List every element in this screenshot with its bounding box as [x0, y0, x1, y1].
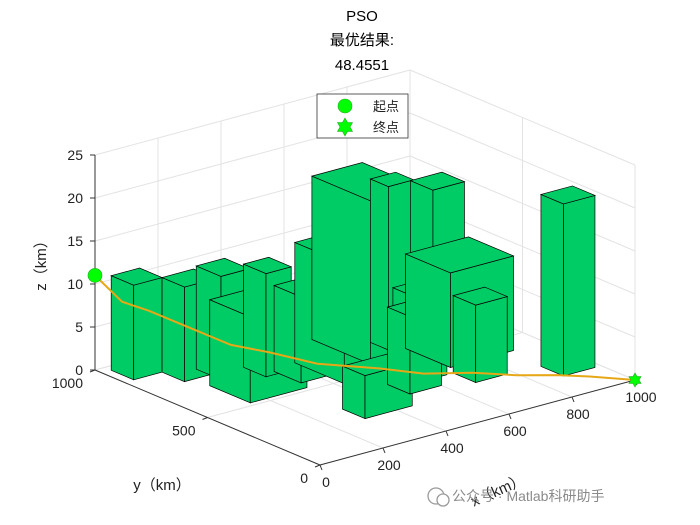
y-tick-label: 0	[300, 470, 308, 486]
legend: 起点 终点	[316, 93, 409, 139]
x-tick	[445, 430, 449, 437]
y-tick	[314, 464, 321, 468]
y-axis-label: y（km）	[133, 477, 191, 494]
watermark: 公众号 · Matlab科研助手	[427, 487, 604, 507]
grid-line	[94, 69, 411, 156]
building-front-face	[563, 194, 596, 377]
z-tick-label: 0	[75, 362, 83, 378]
building-side-face	[540, 193, 564, 377]
building	[452, 286, 509, 384]
building-top-face	[110, 267, 164, 286]
building-side-face	[243, 263, 267, 378]
legend-end-label: 终点	[373, 120, 399, 135]
chart-result: 48.4551	[335, 57, 389, 74]
z-tick-label: 20	[67, 190, 83, 206]
legend-start-label: 起点	[373, 99, 399, 114]
y-tick-label: 1000	[52, 375, 83, 391]
x-tick	[571, 396, 575, 403]
building	[539, 185, 597, 377]
chart-title: PSO	[346, 8, 378, 25]
grid-line	[409, 112, 636, 209]
building-side-face	[452, 295, 477, 384]
z-axis-label: z（km）	[33, 233, 50, 291]
x-tick-label: 0	[322, 474, 330, 490]
legend-end-marker	[336, 117, 354, 137]
x-tick-label: 1000	[625, 389, 656, 405]
building-top-face	[242, 256, 293, 274]
building-side-face	[110, 275, 135, 381]
grid-line	[409, 69, 636, 166]
z-tick-label: 10	[67, 276, 83, 292]
start-marker	[87, 268, 103, 283]
chart-subtitle: 最优结果:	[330, 32, 394, 49]
x-tick	[382, 447, 386, 454]
building-side-face	[311, 175, 371, 365]
x-tick	[508, 413, 512, 420]
grid-line	[409, 155, 636, 252]
flight-path	[94, 274, 636, 381]
building-top-face	[369, 171, 415, 187]
z-tick-label: 15	[67, 233, 83, 249]
x-tick-label: 200	[377, 457, 401, 473]
legend-start-marker	[337, 98, 353, 114]
building-top-face	[452, 286, 509, 306]
path-layer	[87, 268, 642, 388]
building-top-face	[195, 257, 251, 277]
building-top-face	[409, 171, 466, 191]
watermark-text: 公众号 · Matlab科研助手	[452, 488, 604, 504]
x-tick-label: 400	[440, 440, 464, 456]
buildings-layer	[110, 162, 597, 420]
y-tick-label: 500	[172, 423, 196, 439]
building-top-face	[404, 236, 515, 274]
building-front-face	[475, 296, 508, 383]
x-axis-line	[319, 379, 636, 466]
building-side-face	[370, 178, 389, 351]
building-top-face	[539, 185, 597, 205]
x-tick-label: 600	[503, 423, 527, 439]
building-side-face	[405, 253, 451, 369]
z-tick-label: 25	[67, 147, 83, 163]
building-side-face	[161, 277, 185, 383]
x-tick	[319, 464, 323, 471]
y-tick	[202, 417, 208, 420]
x-tick-label: 800	[566, 406, 590, 422]
wechat-icon-inner	[436, 493, 450, 507]
end-marker	[628, 372, 642, 388]
legend-box	[316, 93, 409, 139]
z-tick-label: 5	[75, 319, 83, 335]
building	[110, 267, 164, 381]
building-front-face	[133, 277, 163, 381]
